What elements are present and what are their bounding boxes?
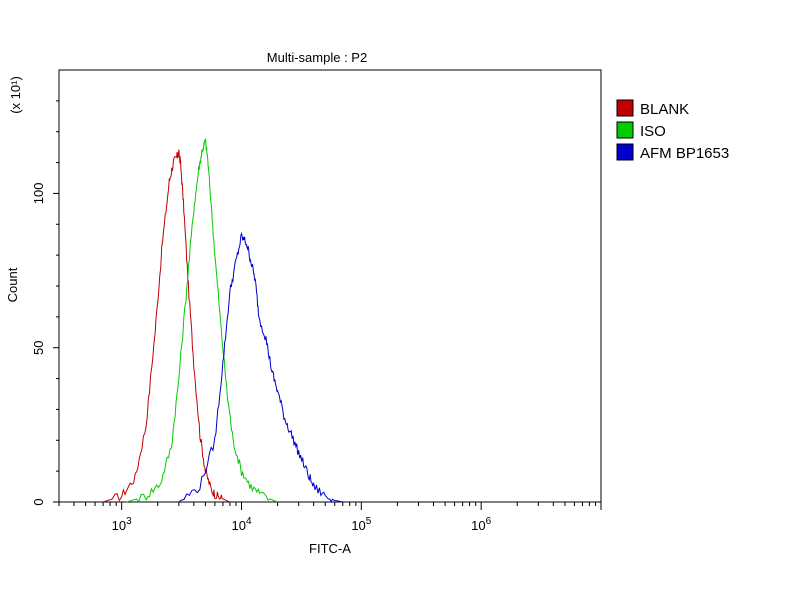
legend-label: BLANK — [640, 101, 689, 118]
legend-swatch — [616, 99, 634, 117]
x-tick-label: 103 — [112, 516, 132, 533]
y-tick-label: 50 — [31, 340, 46, 354]
legend-swatch — [616, 121, 634, 139]
x-axis-label: FITC-A — [309, 541, 351, 556]
legend-swatch — [616, 143, 634, 161]
y-axis-label: Count — [5, 267, 20, 302]
y-multiplier-label: (x 10¹) — [8, 76, 23, 114]
x-axis: 103 104 105 106 — [58, 502, 602, 533]
series-line-1 — [102, 149, 231, 503]
y-tick-label: 0 — [31, 498, 46, 505]
chart-title: Multi-sample : P2 — [267, 50, 367, 65]
legend-label: AFM BP1653 — [640, 145, 729, 162]
y-tick-label: 100 — [31, 183, 46, 205]
plot-frame — [58, 69, 602, 503]
series-layer — [102, 137, 343, 504]
legend-label: ISO — [640, 123, 666, 140]
x-tick-label: 106 — [471, 516, 491, 533]
series-line-3 — [178, 231, 343, 504]
x-tick-label: 104 — [231, 516, 251, 533]
series-line-2 — [126, 137, 278, 503]
legend: BLANK ISO AFM BP1653 — [616, 99, 729, 162]
x-tick-label: 105 — [351, 516, 371, 533]
y-axis: 0 50 100 — [31, 100, 59, 506]
